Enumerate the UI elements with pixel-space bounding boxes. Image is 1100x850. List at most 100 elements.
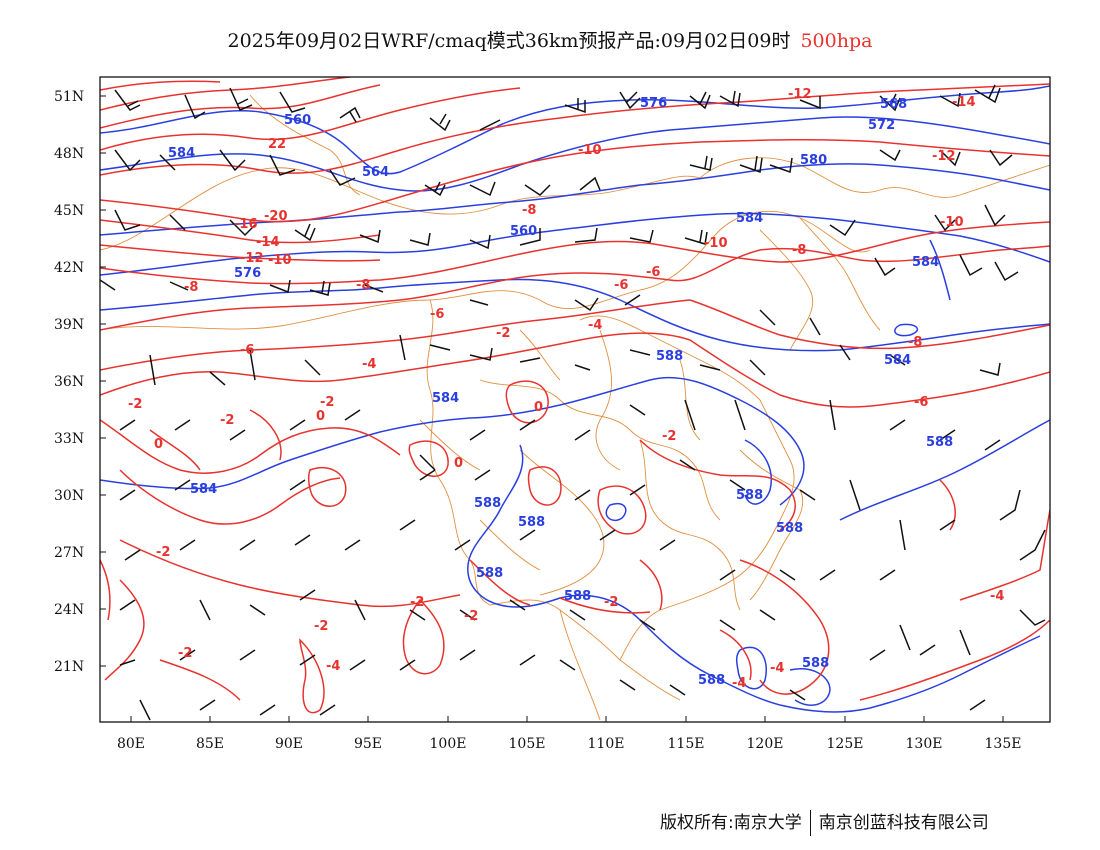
- lon-label: 120E: [747, 736, 784, 752]
- lat-label: 36N: [54, 374, 84, 390]
- temperature-label: -6: [614, 278, 628, 293]
- geopotential-label: 588: [736, 488, 763, 503]
- temperature-label: -2: [320, 395, 334, 410]
- temperature-label: -10: [268, 253, 292, 268]
- geopotential-label: 568: [880, 97, 907, 112]
- lat-label: 30N: [54, 488, 84, 504]
- temperature-label: -2: [496, 326, 510, 341]
- footer-credits: 版权所有:南京大学 南京创蓝科技有限公司: [660, 808, 989, 836]
- temperature-label: -10: [578, 143, 602, 158]
- lon-label: 90E: [275, 736, 303, 752]
- lat-label: 27N: [54, 545, 84, 561]
- lat-label: 51N: [54, 89, 84, 105]
- temperature-label: -12: [240, 251, 264, 266]
- temperature-label: 0: [454, 456, 463, 471]
- lon-label: 125E: [827, 736, 864, 752]
- map-title: 2025年09月02日WRF/cmaq模式36km预报产品:09月02日09时 5…: [0, 26, 1100, 53]
- lon-label: 100E: [430, 736, 467, 752]
- lon-label: 130E: [906, 736, 943, 752]
- pressure-level-label: 500hpa: [800, 30, 873, 52]
- temperature-label: -2: [178, 646, 192, 661]
- temperature-label: -10: [704, 236, 728, 251]
- longitude-axis: 80E 85E 90E 95E 100E 105E 110E 115E 120E…: [117, 716, 1022, 752]
- temperature-label: -8: [356, 278, 370, 293]
- geopotential-label: 572: [868, 118, 895, 133]
- geopotential-label: 584: [884, 353, 911, 368]
- geopotential-label: 576: [640, 96, 667, 111]
- temperature-label: -4: [326, 659, 340, 674]
- geopotential-contours: [100, 85, 1050, 713]
- temperature-label: -4: [732, 676, 746, 691]
- temperature-label: -8: [792, 243, 806, 258]
- temperature-label: -4: [588, 318, 602, 333]
- geopotential-label: 584: [736, 211, 763, 226]
- temperature-label: -2: [128, 397, 142, 412]
- geopotential-label: 584: [432, 391, 459, 406]
- geopotential-label: 588: [476, 566, 503, 581]
- lon-label: 105E: [509, 736, 546, 752]
- temperature-label: -4: [770, 661, 784, 676]
- footer-divider: [809, 810, 811, 836]
- lat-label: 42N: [54, 260, 84, 276]
- lat-label: 45N: [54, 203, 84, 219]
- temperature-label: -8: [522, 203, 536, 218]
- temperature-label: -6: [240, 343, 254, 358]
- temperature-label: -14: [952, 95, 976, 110]
- company-name: 南京创蓝科技有限公司: [818, 813, 989, 833]
- temperature-contours: [100, 77, 1050, 714]
- geopotential-label: 588: [518, 515, 545, 530]
- temperature-label: 0: [154, 437, 163, 452]
- title-text: 2025年09月02日WRF/cmaq模式36km预报产品:09月02日09时: [227, 30, 791, 52]
- boundary-lines: [100, 94, 1050, 721]
- plot-frame: [99, 76, 1051, 723]
- geopotential-label: 588: [698, 673, 725, 688]
- lon-label: 95E: [354, 736, 382, 752]
- geopotential-label: 588: [474, 496, 501, 511]
- temperature-label: -2: [314, 619, 328, 634]
- temperature-label: -2: [464, 609, 478, 624]
- lat-label: 39N: [54, 317, 84, 333]
- lon-label: 135E: [985, 736, 1022, 752]
- temperature-label: -2: [220, 413, 234, 428]
- temperature-label: -16: [234, 217, 258, 232]
- lon-label: 80E: [117, 736, 145, 752]
- geopotential-label: 564: [362, 165, 389, 180]
- geopotential-label: 584: [912, 255, 939, 270]
- lat-label: 48N: [54, 146, 84, 162]
- temperature-label: -2: [410, 595, 424, 610]
- geopotential-label: 560: [510, 224, 537, 239]
- temperature-label: -2: [662, 429, 676, 444]
- temperature-label: -4: [990, 589, 1004, 604]
- temperature-label: -8: [184, 280, 198, 295]
- lat-label: 21N: [54, 659, 84, 675]
- geopotential-label: 588: [564, 589, 591, 604]
- temperature-label: -14: [256, 235, 280, 250]
- temperature-label: 0: [316, 409, 325, 424]
- temperature-label: -6: [646, 265, 660, 280]
- latitude-axis: 51N 48N 45N 42N 39N 36N 33N 30N 27N 24N …: [54, 89, 106, 675]
- geopotential-label: 588: [656, 349, 683, 364]
- temperature-label: -6: [430, 307, 444, 322]
- geopotential-label: 588: [926, 435, 953, 450]
- temperature-label: -8: [908, 335, 922, 350]
- contour-labels: 576 560 584 564 568 572 580 584 560 576 …: [128, 87, 1004, 691]
- temperature-label: -6: [914, 395, 928, 410]
- temperature-label: -2: [604, 595, 618, 610]
- geopotential-label: 560: [284, 113, 311, 128]
- lon-label: 85E: [196, 736, 224, 752]
- wind-barbs: [100, 84, 1046, 721]
- lon-label: 110E: [588, 736, 625, 752]
- geopotential-label: 588: [776, 521, 803, 536]
- temperature-label: -20: [264, 209, 288, 224]
- geopotential-label: 584: [190, 482, 217, 497]
- temperature-label: 22: [268, 137, 286, 152]
- lat-label: 33N: [54, 431, 84, 447]
- temperature-label: -12: [932, 149, 956, 164]
- temperature-label: -2: [156, 545, 170, 560]
- temperature-label: -10: [940, 215, 964, 230]
- geopotential-label: 580: [800, 153, 827, 168]
- temperature-label: -12: [788, 87, 812, 102]
- temperature-label: -4: [362, 357, 376, 372]
- geopotential-label: 588: [802, 656, 829, 671]
